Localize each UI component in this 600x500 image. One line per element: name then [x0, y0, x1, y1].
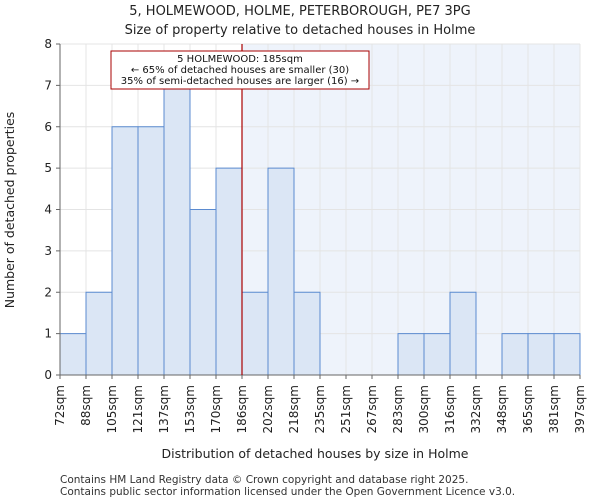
- histogram-bar: [397, 333, 425, 376]
- x-tick-label: 121sqm: [131, 385, 145, 433]
- annotation-line-1: 5 HOLMEWOOD: 185sqm: [177, 54, 303, 65]
- plot-area: 0 1 2 3 4 5 6 7 8 72sqm 88sqm 105sqm 121sqm 137sqm 153…: [44, 37, 587, 433]
- histogram-bar: [553, 333, 581, 376]
- histogram-bar: [59, 333, 87, 376]
- x-tick-label: 381sqm: [547, 385, 561, 433]
- x-tick-label: 251sqm: [339, 385, 353, 433]
- histogram-bar: [267, 167, 295, 376]
- x-tick-label: 267sqm: [365, 385, 379, 433]
- x-tick-label: 202sqm: [261, 385, 275, 433]
- footer-line-1: Contains HM Land Registry data © Crown c…: [60, 474, 468, 486]
- x-tick-label: 170sqm: [209, 385, 223, 433]
- y-tick-label: 3: [44, 244, 52, 258]
- x-tick-label: 300sqm: [417, 385, 431, 433]
- histogram-bar: [85, 291, 113, 376]
- histogram-bar: [189, 209, 217, 376]
- y-axis-label: Number of detached properties: [2, 112, 17, 309]
- y-tick-label: 5: [44, 161, 52, 175]
- x-tick-label: 105sqm: [105, 385, 119, 433]
- x-tick-label: 153sqm: [183, 385, 197, 433]
- y-tick-label: 6: [44, 120, 52, 134]
- annotation-line-2: ← 65% of detached houses are smaller (30…: [131, 65, 349, 76]
- histogram-bar: [137, 126, 165, 376]
- histogram-bar: [449, 291, 477, 376]
- x-tick-label: 332sqm: [469, 385, 483, 433]
- annotation-box: [110, 50, 370, 90]
- y-tick-label: 0: [44, 368, 52, 382]
- histogram-bar: [163, 84, 191, 376]
- x-axis-label: Distribution of detached houses by size …: [162, 446, 469, 461]
- histogram-bar: [501, 333, 529, 376]
- x-tick-label: 397sqm: [573, 385, 587, 433]
- chart-subtitle: Size of property relative to detached ho…: [125, 23, 476, 38]
- x-tick-label: 72sqm: [53, 385, 67, 426]
- y-tick-label: 4: [44, 203, 52, 217]
- y-tick-label: 8: [44, 37, 52, 51]
- histogram-bar: [241, 291, 269, 376]
- x-tick-label: 88sqm: [79, 385, 93, 426]
- x-tick-label: 365sqm: [521, 385, 535, 433]
- y-tick-label: 7: [44, 78, 52, 92]
- x-tick-label: 137sqm: [157, 385, 171, 433]
- y-tick-label: 1: [44, 327, 52, 341]
- chart-title: 5, HOLMEWOOD, HOLME, PETERBOROUGH, PE7 3…: [129, 4, 470, 19]
- x-tick-label: 186sqm: [235, 385, 249, 433]
- x-tick-label: 218sqm: [287, 385, 301, 433]
- histogram-bar: [527, 333, 555, 376]
- histogram-bar: [111, 126, 139, 376]
- y-tick-label: 2: [44, 285, 52, 299]
- histogram-bar: [423, 333, 451, 376]
- x-tick-label: 316sqm: [443, 385, 457, 433]
- footer-line-2: Contains public sector information licen…: [60, 486, 515, 498]
- x-tick-label: 235sqm: [313, 385, 327, 433]
- x-tick-label: 283sqm: [391, 385, 405, 433]
- histogram-bar: [215, 167, 243, 376]
- histogram-bar: [293, 291, 321, 376]
- annotation-line-3: 35% of semi-detached houses are larger (…: [121, 76, 359, 87]
- x-tick-label: 348sqm: [495, 385, 509, 433]
